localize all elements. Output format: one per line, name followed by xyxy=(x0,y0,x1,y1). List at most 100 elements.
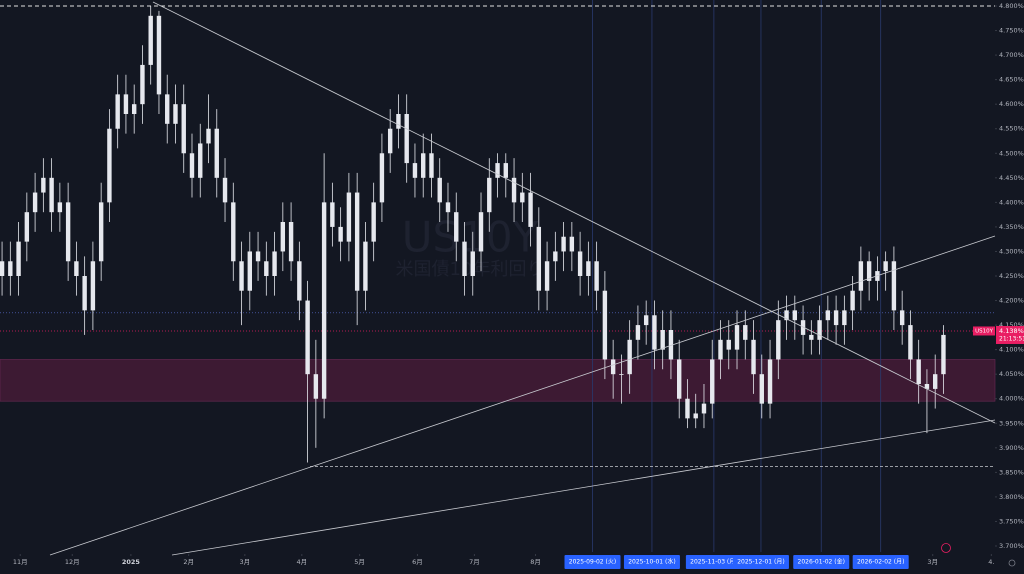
candle-body xyxy=(131,104,137,114)
candle-body xyxy=(330,202,335,227)
alert-icon[interactable] xyxy=(941,543,951,553)
date-badge-label: 2025-12-01 (月) xyxy=(737,559,784,566)
x-tick-label: 2025 xyxy=(122,558,141,566)
candle-body xyxy=(693,413,698,419)
candle-body xyxy=(346,192,352,242)
y-tick-label: 3.700% xyxy=(999,542,1024,550)
y-tick-label: 4.450% xyxy=(999,174,1024,182)
candle-body xyxy=(272,251,277,276)
date-badge-label: 2025-10-01 (水) xyxy=(628,558,675,566)
candle-body xyxy=(198,143,203,178)
y-tick-label: 3.850% xyxy=(999,468,1024,476)
x-tick-label: 3月 xyxy=(927,558,938,566)
candle-body xyxy=(156,15,162,95)
candle-body xyxy=(569,236,575,252)
candle-body xyxy=(57,202,63,213)
price-zone xyxy=(0,359,996,402)
candle-body xyxy=(553,251,558,262)
candle-body xyxy=(858,261,864,291)
candle-body xyxy=(148,15,153,65)
candle-body xyxy=(916,359,921,384)
date-badge-label: 2026-01-02 (金) xyxy=(798,558,845,566)
candle-body xyxy=(528,192,533,227)
candle-body xyxy=(470,251,475,276)
x-tick-label: 12月 xyxy=(65,558,80,566)
x-tick-label: 4. xyxy=(988,558,994,566)
candle-body xyxy=(536,226,542,291)
candle-body xyxy=(685,398,690,419)
y-tick-label: 4.800% xyxy=(999,2,1024,10)
x-tick-label: 8月 xyxy=(530,558,541,566)
candle-body xyxy=(751,339,756,375)
trend-line xyxy=(171,419,996,556)
trend-line xyxy=(49,235,996,556)
candle-body xyxy=(899,310,905,326)
candle-body xyxy=(850,290,855,311)
candle-body xyxy=(363,241,368,291)
y-tick-label: 4.600% xyxy=(999,100,1024,108)
candle-body xyxy=(396,114,401,129)
candle-body xyxy=(24,212,30,242)
candle-body xyxy=(404,114,409,164)
candle-body xyxy=(577,251,583,276)
candle-body xyxy=(833,310,839,326)
y-tick-label: 4.150% xyxy=(999,321,1024,329)
candle-body xyxy=(932,374,938,389)
y-tick-label: 4.750% xyxy=(999,27,1024,35)
candle-body xyxy=(288,222,294,262)
candle-body xyxy=(454,212,459,242)
candle-body xyxy=(652,315,657,350)
candle-body xyxy=(115,94,120,129)
candle-body xyxy=(16,241,21,276)
y-tick-label: 4.100% xyxy=(999,346,1024,354)
x-tick-label: 6月 xyxy=(412,558,423,566)
over-layer: 4.800% 4.750% 4.700% 4.650% 4.600% 4.550% 4.50… xyxy=(13,2,1024,569)
x-tick-label: 3月 xyxy=(240,558,251,566)
date-badge-label: 2025-11-03 (月) xyxy=(690,559,737,566)
date-badge xyxy=(564,555,621,569)
candle-body xyxy=(280,222,286,252)
date-badge xyxy=(793,555,850,569)
candle-body xyxy=(222,177,228,203)
watermark-name: 米国債10年利回り xyxy=(396,259,545,280)
settings-icon[interactable] xyxy=(1008,559,1016,567)
x-tick-label: 5月 xyxy=(354,558,365,566)
candle-body xyxy=(726,339,731,350)
y-tick-label: 4.500% xyxy=(999,149,1024,157)
candle-body xyxy=(429,153,434,178)
candle-body xyxy=(520,192,525,203)
candle-body xyxy=(677,359,682,399)
y-tick-label: 3.900% xyxy=(999,444,1024,452)
candle-body xyxy=(239,261,244,291)
candle-body xyxy=(231,202,236,262)
y-tick-label: 3.800% xyxy=(999,493,1024,501)
candle-body xyxy=(98,202,104,262)
countdown-label: 21:13:51 xyxy=(999,335,1024,342)
watermark-symbol: US10Y xyxy=(402,213,539,262)
candle-body xyxy=(635,325,641,340)
symbol-badge xyxy=(973,326,995,336)
candle-body xyxy=(379,153,385,203)
candle-body xyxy=(866,261,872,281)
candle-body xyxy=(924,384,930,389)
candle-body xyxy=(387,128,393,154)
candle-body xyxy=(883,261,888,272)
candle-body xyxy=(734,325,740,350)
candle-body xyxy=(49,177,54,213)
candle-body xyxy=(189,153,195,178)
candle-body xyxy=(908,325,913,360)
candle-body xyxy=(247,251,252,291)
candle-body xyxy=(445,202,451,213)
date-badge-label: 2025-09-02 (火) xyxy=(569,559,616,566)
candle-body xyxy=(437,177,442,203)
candle-body xyxy=(255,251,261,262)
candle-body xyxy=(421,153,426,178)
candle-body xyxy=(668,330,674,360)
candle-body xyxy=(594,261,599,291)
candle-body xyxy=(825,310,831,321)
y-tick-label: 4.550% xyxy=(999,125,1024,133)
date-badge xyxy=(732,555,789,569)
y-tick-label: 4.700% xyxy=(999,51,1024,59)
candle-body xyxy=(82,276,87,311)
